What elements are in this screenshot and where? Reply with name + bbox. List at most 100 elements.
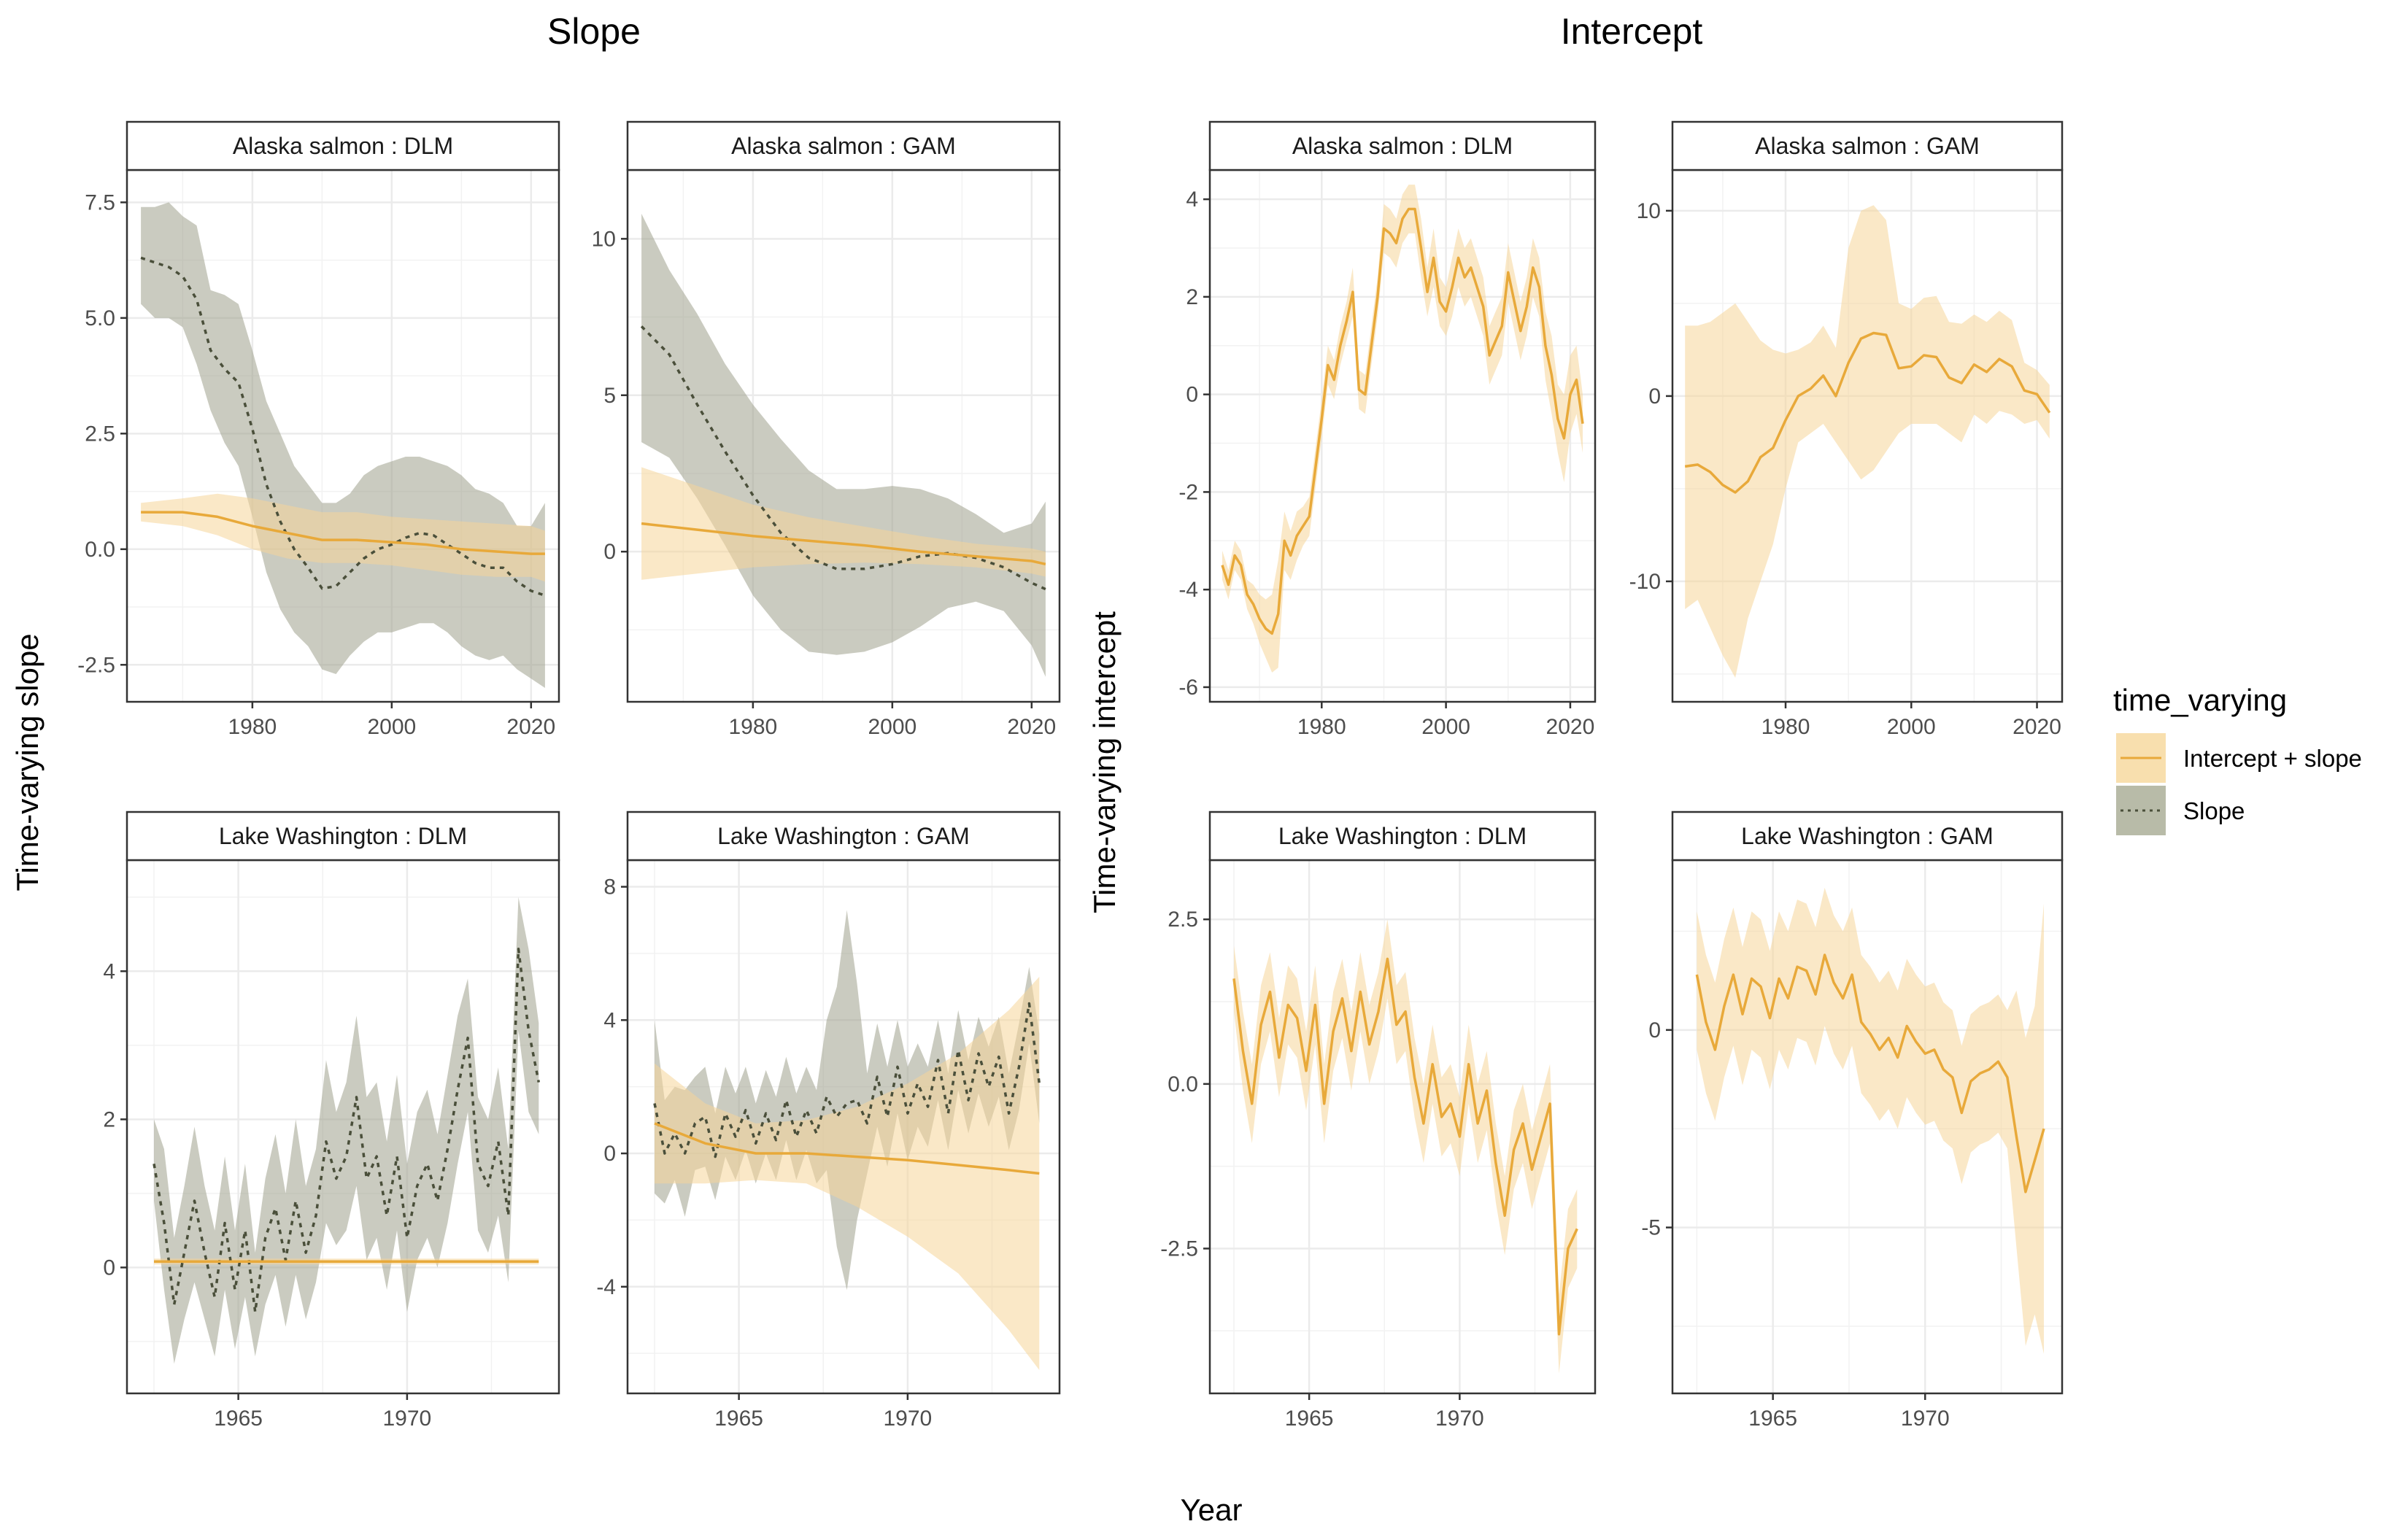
y-tick-label: 0 [603, 1142, 616, 1166]
series-band-intercept-slope [1685, 205, 2050, 678]
y-tick-label: 5.0 [85, 306, 115, 330]
y-tick-label: -10 [1629, 570, 1661, 594]
panel-strip [626, 811, 1061, 862]
panel-strip-title: Lake Washington : DLM [219, 823, 467, 849]
series-band-intercept-slope [1697, 887, 2044, 1354]
panel-data-layer [1695, 887, 2045, 1354]
series-line-slope [153, 948, 541, 1314]
x-axis-title: Year [1181, 1493, 1243, 1527]
y-tick-label: -2 [1178, 480, 1198, 504]
series-line-intercept-slope [141, 511, 545, 555]
x-tick-label: 2000 [367, 715, 416, 739]
panel-strip-title: Alaska salmon : GAM [1755, 133, 1980, 159]
panel-intercept-4: Alaska salmon : DLM 1980 2000 2020 -6 -4 -2 0 2 4 [1178, 120, 1597, 739]
panel-intercept-6: Lake Washington : DLM 1965 1970 -2.5 0.0 2.5 [1160, 811, 1597, 1431]
series-line-intercept-slope [654, 1122, 1040, 1175]
panel-data-layer [640, 214, 1046, 677]
panel-data-layer [1221, 185, 1584, 673]
legend-label-intercept-slope: Intercept + slope [2183, 745, 2362, 772]
x-tick-label: 1970 [884, 1407, 933, 1431]
panel-strip-title: Lake Washington : GAM [1741, 823, 1994, 849]
x-tick-label: 2020 [1007, 715, 1056, 739]
x-tick-label: 2000 [1887, 715, 1936, 739]
y-tick-label: 10 [1637, 199, 1661, 223]
y-tick-label: 0 [603, 540, 616, 564]
series-line-intercept-slope [1695, 953, 2045, 1194]
y-tick-label: 0 [1186, 383, 1198, 407]
panel-data-layer [140, 202, 546, 688]
panel-strip [1208, 120, 1597, 171]
y-tick-label: 10 [592, 227, 616, 251]
x-tick-label: 2000 [868, 715, 916, 739]
panel-strip [126, 811, 560, 862]
y-tick-label: 0 [1648, 1018, 1661, 1042]
panel-strip-title: Lake Washington : GAM [717, 823, 970, 849]
legend-title: time_varying [2113, 683, 2287, 717]
series-line-intercept-slope [641, 522, 1046, 566]
panel-strip [1671, 120, 2064, 171]
panel-strip [1671, 811, 2064, 862]
panel-strip-title: Alaska salmon : DLM [1292, 133, 1513, 159]
series-line-intercept-slope [1232, 957, 1578, 1336]
x-tick-label: 2020 [2013, 715, 2061, 739]
x-tick-label: 1980 [1297, 715, 1346, 739]
series-band-slope [655, 910, 1040, 1291]
series-line-slope [140, 256, 546, 597]
x-tick-label: 1965 [214, 1407, 263, 1431]
series-line-slope [640, 325, 1046, 591]
series-band-intercept-slope [141, 493, 545, 582]
series-line-intercept-slope [1221, 207, 1584, 635]
section-title-slope: Slope [547, 11, 641, 52]
y-tick-label: -2.5 [1160, 1237, 1198, 1261]
series-band-intercept-slope [1222, 185, 1583, 673]
panel-strip-title: Lake Washington : DLM [1278, 823, 1527, 849]
y-tick-label: -4 [596, 1275, 616, 1299]
panel-intercept-7: Lake Washington : GAM 1965 1970 -5 0 [1641, 811, 2064, 1431]
x-tick-label: 1970 [1901, 1407, 1950, 1431]
y-tick-label: 4 [103, 959, 115, 983]
series-band-intercept-slope [641, 467, 1046, 580]
y-tick-label: 2.5 [85, 422, 115, 446]
panel-data-layer [653, 910, 1041, 1370]
legend: time_varying Intercept + slope Slope [2113, 683, 2362, 835]
panel-data-layer [1684, 205, 2051, 678]
y-tick-label: 0 [1648, 384, 1661, 409]
panel-data-layer [153, 897, 541, 1364]
series-band-slope [154, 897, 539, 1364]
y-tick-label: 4 [1186, 187, 1198, 212]
y-tick-label: 0.0 [85, 538, 115, 562]
y-tick-label: 2 [103, 1107, 115, 1131]
y-tick-label: 7.5 [85, 190, 115, 214]
panel-strip [1208, 811, 1597, 862]
section-title-intercept: Intercept [1561, 11, 1703, 52]
panel-data-layer [1232, 919, 1578, 1374]
x-tick-label: 1970 [383, 1407, 432, 1431]
panel-slope-2: Lake Washington : DLM 1965 1970 0 2 4 [103, 811, 560, 1431]
legend-label-slope: Slope [2183, 797, 2245, 824]
y-tick-label: 8 [603, 875, 616, 900]
y-tick-label: 4 [603, 1008, 616, 1032]
panel-intercept-5: Alaska salmon : GAM 1980 2000 2020 -10 0 10 [1629, 120, 2064, 739]
x-tick-label: 2020 [506, 715, 555, 739]
panel-slope-3: Lake Washington : GAM 1965 1970 -4 0 4 8 [596, 811, 1061, 1431]
y-axis-title-right: Time-varying intercept [1087, 611, 1122, 913]
panel-slope-0: Alaska salmon : DLM 1980 2000 2020 -2.5 0.0 2.… [77, 120, 560, 739]
y-tick-label: -4 [1178, 578, 1198, 602]
panel-strip [126, 120, 560, 171]
panel-strip-title: Alaska salmon : GAM [731, 133, 956, 159]
y-tick-label: 0 [103, 1256, 115, 1280]
series-band-intercept-slope [655, 976, 1040, 1370]
x-tick-label: 2000 [1421, 715, 1470, 739]
y-tick-label: 2.5 [1168, 908, 1198, 932]
x-tick-label: 1965 [714, 1407, 763, 1431]
x-tick-label: 1965 [1285, 1407, 1334, 1431]
panel-slope-1: Alaska salmon : GAM 1980 2000 2020 0 5 10 [592, 120, 1061, 739]
y-tick-label: 2 [1186, 285, 1198, 309]
x-tick-label: 1980 [228, 715, 277, 739]
y-tick-label: -5 [1641, 1216, 1661, 1240]
y-tick-label: -2.5 [77, 653, 115, 677]
panel-strip [626, 120, 1061, 171]
